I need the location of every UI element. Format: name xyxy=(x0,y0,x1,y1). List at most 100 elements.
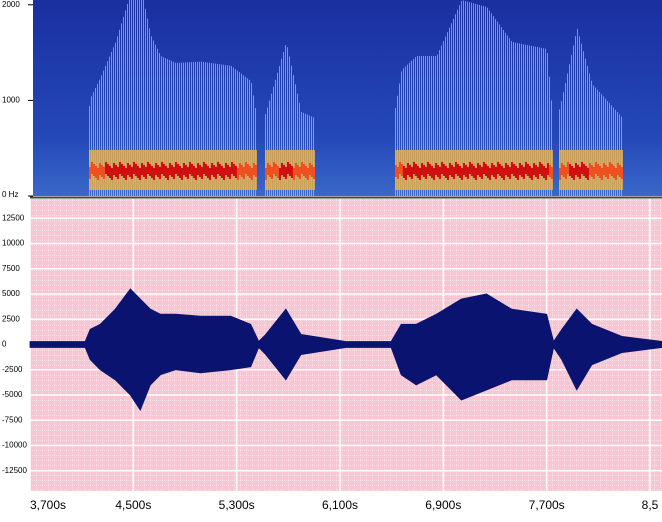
spectrum-streak xyxy=(459,5,460,196)
spectrum-peak xyxy=(513,164,515,176)
spectrum-peak xyxy=(99,163,101,175)
spectrum-streak xyxy=(531,45,532,197)
spectrum-streak xyxy=(127,3,128,196)
spectrum-peak xyxy=(581,162,583,174)
spectrum-streak xyxy=(143,0,144,196)
spectrum-streak xyxy=(507,35,508,196)
spectrum-peak xyxy=(457,164,459,176)
spectrum-peak xyxy=(123,166,125,178)
spectrum-peak xyxy=(461,168,463,180)
spectrum-peak xyxy=(225,163,227,175)
spectrum-streak xyxy=(573,45,574,196)
spectrum-peak xyxy=(91,162,93,174)
spectrum-peak xyxy=(583,164,585,176)
spectrum-peak xyxy=(97,168,99,180)
spectrum-peak xyxy=(155,163,157,175)
spectrum-peak xyxy=(521,165,523,177)
spectrum-streak xyxy=(455,14,456,196)
spectrum-streak xyxy=(397,95,398,196)
spectrum-peak xyxy=(463,163,465,175)
spectrum-streak xyxy=(149,28,150,197)
spectrum-peak xyxy=(127,163,129,175)
spectrum-peak xyxy=(213,165,215,177)
spectrum-streak xyxy=(587,65,588,196)
spectrum-streak xyxy=(169,59,170,197)
spectrum-peak xyxy=(527,164,529,176)
spectrum-streak xyxy=(399,83,400,196)
spectrum-streak xyxy=(201,61,202,196)
spectrum-streak xyxy=(177,62,178,197)
spectrum-streak xyxy=(491,13,492,197)
spectrum-peak xyxy=(491,163,493,175)
spectrum-peak xyxy=(523,167,525,179)
spectrum-peak xyxy=(499,164,501,176)
spectrum-peak xyxy=(487,166,489,178)
spectrum-streak xyxy=(213,63,214,197)
spectrum-peak xyxy=(541,164,543,176)
spectrum-peak xyxy=(235,166,237,178)
spectrum-peak xyxy=(313,167,315,179)
spectrum-peak xyxy=(533,163,535,175)
spectrum-streak xyxy=(449,27,450,196)
spectrum-streak xyxy=(525,44,526,196)
spectrum-streak xyxy=(401,71,402,196)
spectrum-streak xyxy=(283,51,284,197)
spectrum-streak xyxy=(115,42,116,197)
spectrum-streak xyxy=(403,68,404,196)
spectrum-streak xyxy=(297,93,298,196)
spectrum-streak xyxy=(551,100,552,196)
spectrum-streak xyxy=(153,40,154,196)
x-tick-label: 5,300s xyxy=(219,498,255,512)
spectrum-peak xyxy=(453,167,455,179)
spectrum-peak xyxy=(163,164,165,176)
spectrum-streak xyxy=(461,0,462,197)
spectrum-streak xyxy=(443,41,444,197)
y-tick-label: 0 xyxy=(2,340,7,349)
spectrum-peak xyxy=(435,163,437,175)
spectrum-peak xyxy=(611,164,613,176)
spectrum-peak xyxy=(291,166,293,178)
spectrum-streak xyxy=(205,62,206,196)
spectrum-peak xyxy=(105,162,107,174)
spectrum-streak xyxy=(207,62,208,197)
spectrum-streak xyxy=(141,0,142,196)
spectrum-streak xyxy=(415,57,416,196)
spectrum-peak xyxy=(525,162,527,174)
spectrum-peak xyxy=(441,162,443,174)
spectrum-streak xyxy=(419,56,420,196)
spectrum-peak xyxy=(121,164,123,176)
spectrum-streak xyxy=(567,73,568,196)
spectrum-streak xyxy=(121,23,122,196)
spectrum-peak xyxy=(299,167,301,179)
spectrum-peak xyxy=(239,163,241,175)
spectrum-streak xyxy=(569,64,570,197)
spectrum-peak xyxy=(159,167,161,179)
spectrum-streak xyxy=(113,47,114,196)
waveform-envelope xyxy=(29,288,662,345)
spectrum-peak xyxy=(191,164,193,176)
spectrum-streak xyxy=(159,52,160,197)
spectrum-peak xyxy=(481,167,483,179)
spectrum-peak xyxy=(407,163,409,175)
spectrum-peak xyxy=(177,164,179,176)
spectrum-peak xyxy=(165,166,167,178)
spectrum-streak xyxy=(469,2,470,196)
spectrum-peak xyxy=(561,163,563,175)
spectrum-streak xyxy=(431,56,432,196)
spectrum-streak xyxy=(609,103,610,196)
spectrum-peak xyxy=(417,166,419,178)
spectrum-streak xyxy=(515,42,516,196)
spectrum-peak xyxy=(215,167,217,179)
spectrum-streak xyxy=(271,93,272,196)
spectrum-streak xyxy=(591,80,592,196)
spectrum-peak xyxy=(569,164,571,176)
spectrum-peak xyxy=(167,168,169,180)
spectrum-streak xyxy=(199,61,200,197)
spectrum-peak xyxy=(483,162,485,174)
spectrum-peak xyxy=(405,168,407,180)
spectrum-peak xyxy=(423,165,425,177)
spectrum-streak xyxy=(549,76,550,196)
spectrum-peak xyxy=(175,162,177,174)
spectrum-peak xyxy=(293,168,295,180)
spectrum-peak xyxy=(429,164,431,176)
